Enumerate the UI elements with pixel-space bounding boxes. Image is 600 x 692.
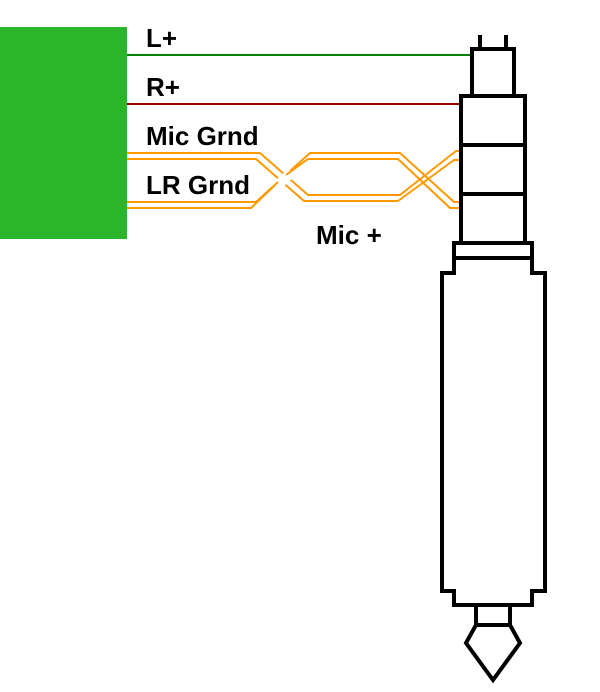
label-r-plus: R+ xyxy=(146,72,180,103)
jack-tip xyxy=(466,625,520,680)
jack-rings xyxy=(461,96,525,243)
crossover-gap xyxy=(279,171,293,184)
wiring-diagram xyxy=(0,0,600,692)
jack-tip-shaft xyxy=(476,605,510,625)
jack-body xyxy=(442,258,545,605)
jack-tip-cap xyxy=(480,35,506,49)
jack-upper xyxy=(472,49,514,96)
label-mic-plus: Mic + xyxy=(316,220,382,251)
label-l-plus: L+ xyxy=(146,23,177,54)
jack-collar xyxy=(454,243,532,258)
connector-block xyxy=(0,27,127,239)
label-mic-grnd: Mic Grnd xyxy=(146,121,259,152)
label-lr-grnd: LR Grnd xyxy=(146,170,250,201)
